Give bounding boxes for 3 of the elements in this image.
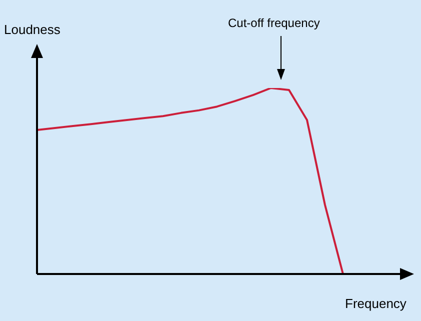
x-axis-title: Frequency	[345, 296, 406, 311]
text: Cut-off frequency	[228, 16, 320, 30]
y-axis-title: Loudness	[4, 22, 60, 37]
